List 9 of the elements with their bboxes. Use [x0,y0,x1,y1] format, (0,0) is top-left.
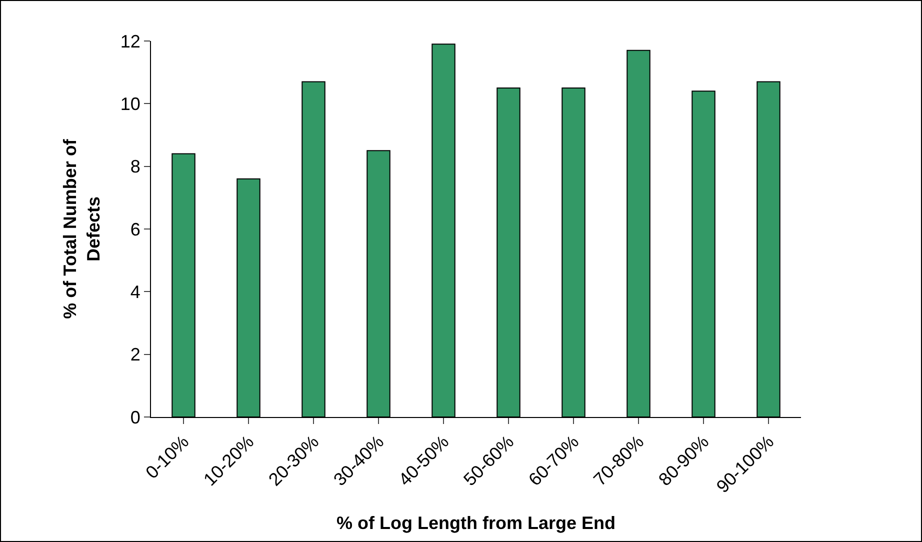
y-tick-label: 10 [120,94,140,114]
y-tick-label: 8 [130,156,140,177]
x-axis-title: % of Log Length from Large End [336,512,616,533]
y-tick-label: 4 [130,282,140,302]
y-tick-label: 2 [130,344,140,365]
y-tick-label: 0 [130,407,140,428]
y-axis-title: % of Total Number of Defects [60,138,104,319]
y-tick-label: 12 [120,31,140,52]
y-tick-label: 6 [130,219,140,240]
